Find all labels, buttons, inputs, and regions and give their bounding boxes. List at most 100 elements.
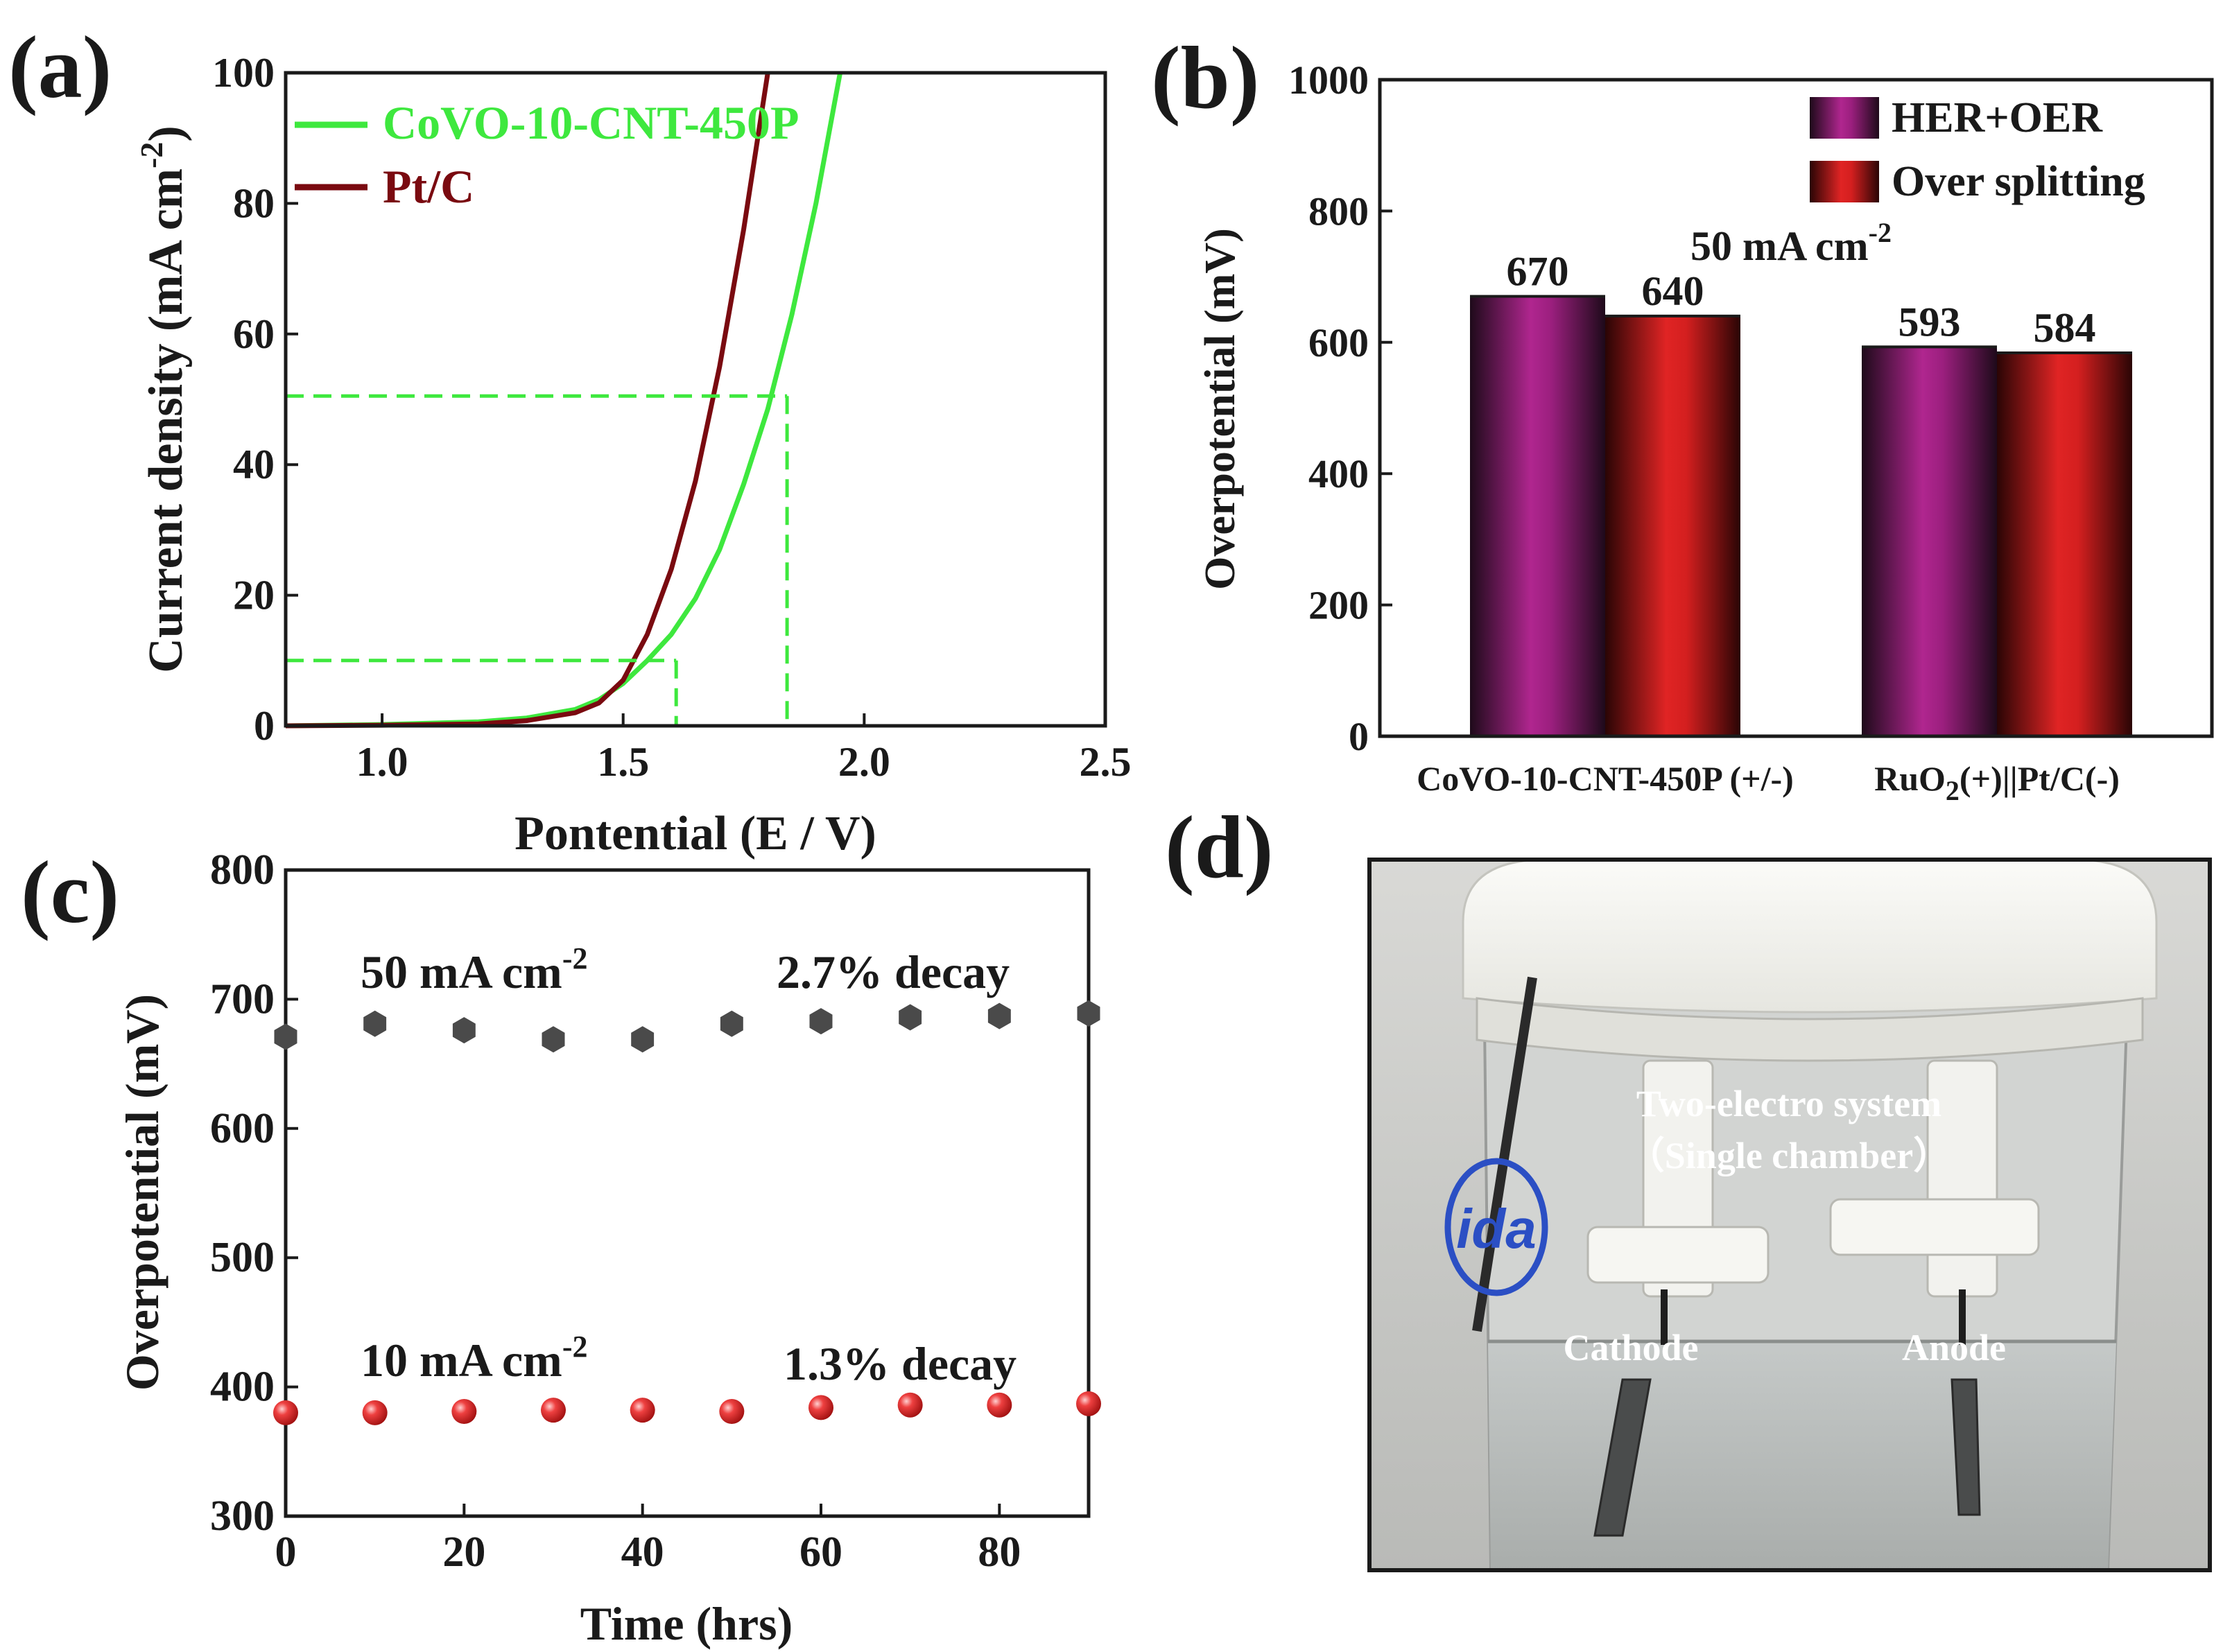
panel-d-frame [1367,858,2212,1572]
beaker-liquid [1488,1341,2116,1570]
panel-a-y-tick-label: 100 [212,50,275,96]
panel-label-a: (a) [8,18,112,116]
cathode-label: Cathode [1563,1327,1698,1368]
brand-logo-text: ida [1456,1198,1537,1260]
panel-c-point-hexagon [720,1010,743,1037]
legend-swatch-her-oer [1810,97,1879,139]
panel-b-bar [1862,347,1997,737]
panel-a-y-tick-label: 40 [233,442,275,487]
panel-b-bar [1997,352,2132,736]
panel-c-y-tick-label: 600 [210,1105,275,1152]
panel-b-bar-value-label: 584 [2034,305,2096,351]
panel-c-x-tick-label: 60 [799,1529,842,1576]
legend-label-covo: CoVO-10-CNT-450P [383,96,799,149]
panel-a-x-tick-label: 2.0 [838,739,890,785]
reference-rod [1472,976,1537,1332]
panel-b-bar-chart: 670 640 593 584 0 200 400 600 800 1000 Overpoten… [1197,58,2214,806]
legend-swatch-over-splitting [1810,161,1879,202]
panel-c-point-hexagon [631,1026,655,1053]
system-label-line2: （Single chamber） [1627,1135,1951,1176]
anode-electrode [1950,1378,1981,1516]
panel-c-annotation-50-sup: -2 [562,941,588,975]
panel-a-x-tick-label: 2.5 [1080,739,1132,785]
panel-c-y-ticks: 300 400 500 600 700 800 [210,846,298,1540]
legend-label-over-splitting: Over splitting [1892,158,2145,205]
panel-a-x-axis-label: Pontential (E / V) [514,807,876,860]
panel-a-y-tick-label: 60 [233,311,275,357]
panel-b-category-1: RuO2(+)||Pt/C(-) [1874,759,2120,806]
panel-a-x-tick-label: 1.5 [597,739,649,785]
panel-c-point-sphere [897,1392,923,1418]
panel-a-legend: CoVO-10-CNT-450P Pt/C [295,96,799,213]
legend-label-her-oer: HER+OER [1892,94,2103,141]
panel-a-guide-lines [286,394,789,726]
panel-c-y-tick-label: 300 [210,1493,275,1540]
panel-c-annotation-10-sup: -2 [562,1330,588,1364]
panel-b-y-tick-label: 600 [1308,320,1369,365]
panel-b-category-1-sub: 2 [1946,775,1960,806]
panel-a-line-chart: 1.0 1.5 2.0 2.5 0 20 40 60 80 100 Pontential (E … [134,50,1132,860]
panel-c-annotation-10-main: 10 mA cm [361,1334,562,1386]
legend-label-ptc: Pt/C [383,160,474,213]
panel-c-decay-10: 1.3% decay [784,1337,1017,1390]
panel-c-y-tick-label: 700 [210,975,275,1023]
panel-c-decay-50: 2.7% decay [777,946,1010,998]
panel-a-y-axis-label-sup: -2 [134,142,169,168]
panel-a-y-tick-label: 20 [233,573,275,618]
panel-c-x-tick-label: 0 [275,1529,297,1576]
panel-c-y-tick-label: 500 [210,1234,275,1281]
panel-c-point-hexagon [987,1002,1011,1029]
panel-c-point-hexagon [809,1008,833,1035]
panel-c-point-sphere [630,1398,655,1423]
panel-b-y-axis-label: Overpotential (mV) [1197,228,1244,590]
panel-a-frame [284,71,1107,728]
panel-b-y-ticks: 0 200 400 600 800 1000 [1288,58,1392,759]
panel-a-y-ticks: 0 20 40 60 80 100 [212,50,298,749]
panel-c-point-hexagon [452,1017,476,1044]
panel-c-points [273,1000,1101,1425]
cathode-screw [1586,1226,1770,1284]
panel-c-point-sphere [1076,1391,1101,1416]
panel-c-y-tick-label: 400 [210,1364,275,1411]
cap-rim [1476,997,2144,1062]
panel-c-point-sphere [541,1398,566,1423]
panel-c-point-hexagon [274,1023,297,1050]
panel-c-point-sphere [451,1399,477,1425]
panel-a-y-axis-label: Current density (mA cm-2) [134,125,193,672]
panel-c-x-ticks: 0 20 40 60 80 [275,1504,1021,1576]
cathode-electrode [1593,1378,1652,1537]
panel-c-y-tick-label: 800 [210,846,275,894]
panel-b-y-tick-label: 400 [1308,451,1369,496]
panel-b-bar-value-label: 593 [1898,299,1961,345]
panel-a-x-ticks: 1.0 1.5 2.0 2.5 [356,713,1132,785]
panel-b-bar-value-label: 640 [1642,268,1704,314]
panel-c-point-hexagon [1077,1000,1100,1027]
panel-c-annotation-50-main: 50 mA cm [361,946,562,998]
panel-c-point-sphere [273,1400,298,1425]
panel-b-legend: HER+OER Over splitting [1810,94,2145,205]
panel-b-annotation-main: 50 mA cm [1690,223,1869,269]
panel-b-bar [1470,296,1605,736]
panel-b-category-1-pre: RuO [1874,759,1946,798]
panel-b-y-tick-label: 800 [1308,189,1369,234]
panel-c-point-sphere [362,1400,388,1425]
panel-c-point-sphere [987,1392,1012,1418]
panel-a-y-tick-label: 0 [254,703,275,749]
panel-a-series-line-1 [285,72,770,729]
panel-a-y-axis-label-close: ) [139,125,193,141]
panel-a-x-tick-label: 1.0 [356,739,408,785]
panel-b-annotation-sup: -2 [1869,217,1892,248]
panel-c-x-tick-label: 40 [621,1529,664,1576]
panel-a-y-axis-label-main: Current density (mA cm [139,168,193,673]
panel-b-annotation: 50 mA cm-2 [1690,217,1892,269]
panel-b-category-1-post: (+)||Pt/C(-) [1960,759,2120,798]
panel-c-annotation-50: 50 mA cm-2 [361,941,587,998]
panel-label-b: (b) [1151,28,1259,127]
brand-logo [1444,1158,1548,1296]
system-label-line1: Two-electro system [1636,1083,1941,1124]
panel-b-y-tick-label: 200 [1308,583,1369,628]
panel-a-y-tick-label: 80 [233,180,275,226]
panel-c-point-sphere [719,1399,745,1425]
